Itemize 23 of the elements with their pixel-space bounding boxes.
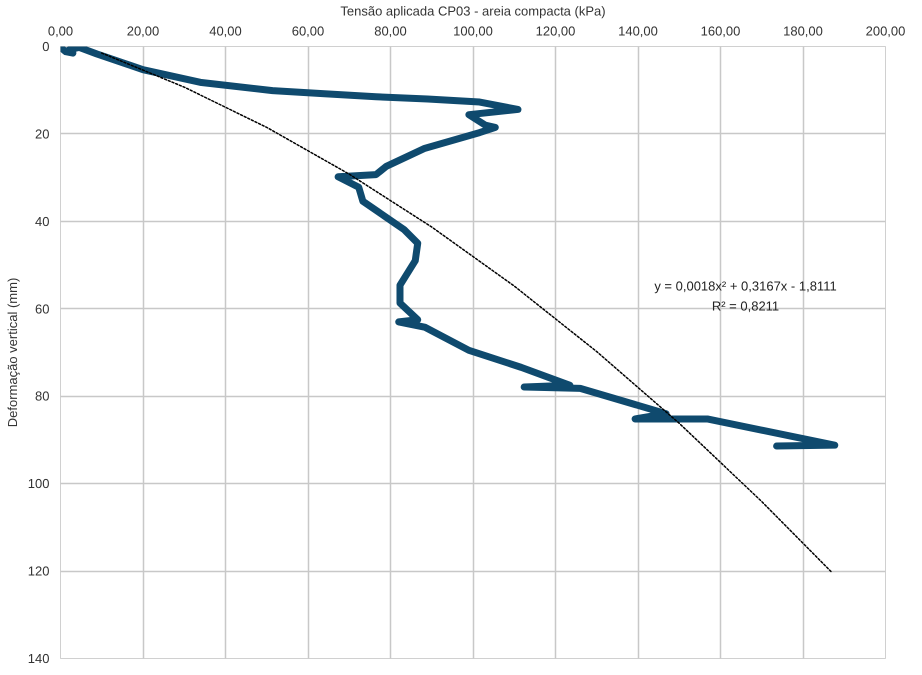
x-tick-label: 80,00	[374, 24, 407, 38]
y-tick-label: 120	[28, 564, 50, 579]
y-tick-label: 140	[28, 651, 50, 666]
x-tick-label: 180,00	[783, 24, 823, 38]
x-tick-label: 0,00	[48, 24, 74, 38]
x-axis-title: Tensão aplicada CP03 - areia compacta (kPa)	[340, 4, 606, 18]
y-tick-label: 100	[28, 476, 50, 492]
x-tick-label: 200,00	[866, 24, 906, 38]
y-tick-label: 60	[35, 301, 50, 316]
x-tick-label: 20,00	[126, 24, 160, 38]
x-tick-label: 160,00	[700, 24, 740, 38]
annotation: R² = 0,8211	[712, 298, 780, 314]
y-tick-label: 40	[35, 214, 50, 229]
x-tick-label: 100,00	[453, 24, 493, 38]
y-tick-label: 20	[35, 126, 50, 142]
y-tick-label: 0	[42, 39, 50, 54]
x-tick-label: 40,00	[209, 24, 242, 38]
y-axis-title: Deformação vertical (mm)	[4, 278, 20, 428]
y-tick-label: 80	[35, 388, 50, 404]
x-tick-label: 120,00	[536, 24, 576, 38]
x-tick-label: 140,00	[618, 24, 658, 38]
annotation: y = 0,0018x² + 0,3167x - 1,8111	[654, 278, 837, 294]
x-tick-label: 60,00	[292, 24, 324, 38]
